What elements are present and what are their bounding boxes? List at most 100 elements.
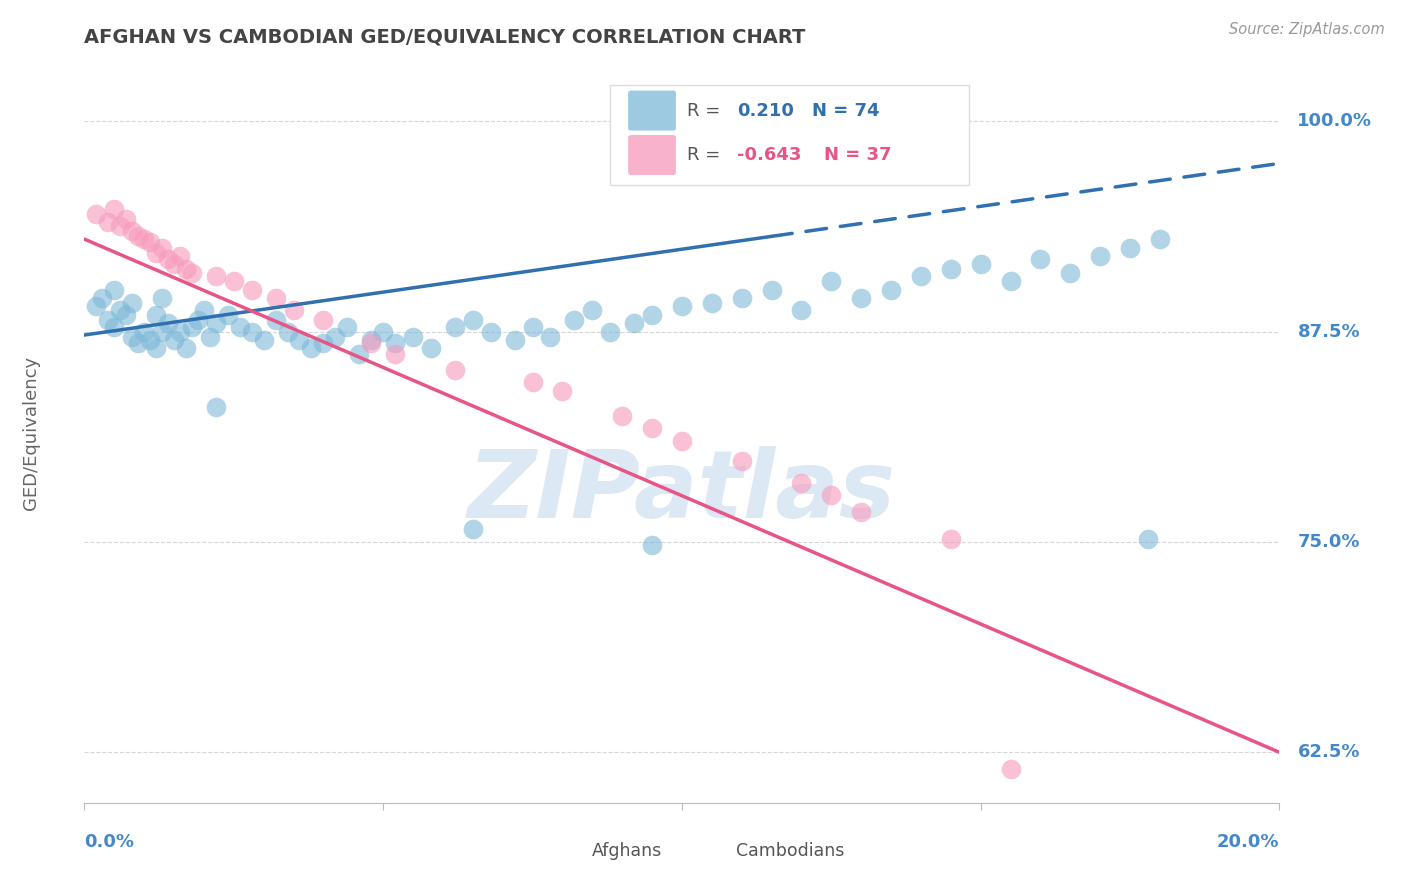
Point	[970, 257, 993, 271]
Point	[240, 283, 263, 297]
Point	[91, 291, 114, 305]
Text: 87.5%: 87.5%	[1298, 323, 1360, 341]
Point	[1000, 762, 1022, 776]
Point	[820, 488, 842, 502]
Point	[731, 291, 754, 305]
Point	[132, 325, 156, 339]
FancyBboxPatch shape	[610, 85, 969, 185]
Text: N = 37: N = 37	[824, 146, 891, 164]
Point	[139, 333, 162, 347]
Point	[641, 308, 664, 322]
Point	[790, 476, 813, 491]
Text: ZIPatlas: ZIPatlas	[468, 446, 896, 538]
Point	[1029, 252, 1052, 267]
Point	[1090, 249, 1112, 263]
Point	[181, 319, 204, 334]
Point	[121, 329, 143, 343]
Point	[86, 300, 108, 314]
Point	[522, 319, 544, 334]
Point	[157, 252, 180, 267]
Point	[461, 313, 484, 327]
Point	[1137, 532, 1160, 546]
Point	[127, 228, 149, 243]
Point	[564, 313, 586, 327]
Point	[217, 308, 239, 322]
Point	[623, 316, 645, 330]
Point	[145, 245, 167, 260]
Text: 0.210: 0.210	[737, 102, 794, 120]
Point	[384, 346, 406, 360]
Point	[288, 333, 311, 347]
Point	[540, 329, 562, 343]
Point	[671, 300, 693, 314]
Point	[157, 316, 180, 330]
Point	[150, 291, 173, 305]
Point	[110, 302, 132, 317]
Point	[581, 302, 603, 317]
Point	[761, 283, 783, 297]
Point	[193, 302, 215, 317]
Point	[103, 319, 125, 334]
FancyBboxPatch shape	[693, 837, 728, 870]
Text: GED/Equivalency: GED/Equivalency	[21, 356, 39, 509]
Point	[163, 257, 186, 271]
Point	[939, 532, 962, 546]
Point	[228, 319, 252, 334]
Point	[444, 319, 467, 334]
Point	[169, 249, 191, 263]
Text: R =: R =	[686, 102, 725, 120]
Point	[402, 329, 425, 343]
Point	[145, 342, 167, 356]
Point	[103, 283, 125, 297]
FancyBboxPatch shape	[628, 135, 676, 175]
Point	[181, 266, 204, 280]
Point	[851, 505, 873, 519]
Point	[145, 308, 167, 322]
Point	[222, 274, 245, 288]
Point	[671, 434, 693, 448]
Point	[599, 325, 621, 339]
Point	[880, 283, 903, 297]
Point	[336, 319, 359, 334]
Point	[198, 329, 221, 343]
FancyBboxPatch shape	[553, 837, 589, 870]
Point	[522, 375, 544, 389]
Text: Afghans: Afghans	[592, 842, 662, 860]
Point	[420, 342, 443, 356]
Point	[503, 333, 526, 347]
Text: R =: R =	[686, 146, 725, 164]
Point	[97, 313, 120, 327]
Point	[641, 420, 664, 434]
Point	[1000, 274, 1022, 288]
Point	[479, 325, 502, 339]
Text: N = 74: N = 74	[813, 102, 880, 120]
Point	[790, 302, 813, 317]
Point	[939, 262, 962, 277]
Point	[301, 342, 323, 356]
Point	[349, 346, 371, 360]
Point	[150, 325, 173, 339]
Point	[150, 240, 173, 254]
Point	[700, 296, 723, 310]
Point	[132, 232, 156, 246]
Text: 20.0%: 20.0%	[1218, 833, 1279, 851]
Point	[325, 329, 347, 343]
Point	[205, 401, 228, 415]
Point	[205, 269, 228, 284]
Point	[384, 336, 406, 351]
Text: Cambodians: Cambodians	[735, 842, 844, 860]
Point	[97, 215, 120, 229]
Point	[820, 274, 842, 288]
Text: 0.0%: 0.0%	[84, 833, 135, 851]
Point	[1149, 232, 1171, 246]
Point	[174, 342, 197, 356]
Point	[115, 211, 138, 226]
Point	[277, 325, 299, 339]
Point	[103, 202, 125, 216]
Text: 100.0%: 100.0%	[1298, 112, 1372, 130]
Point	[121, 224, 143, 238]
Point	[461, 522, 484, 536]
Point	[312, 313, 335, 327]
Point	[1059, 266, 1081, 280]
Point	[551, 384, 574, 398]
